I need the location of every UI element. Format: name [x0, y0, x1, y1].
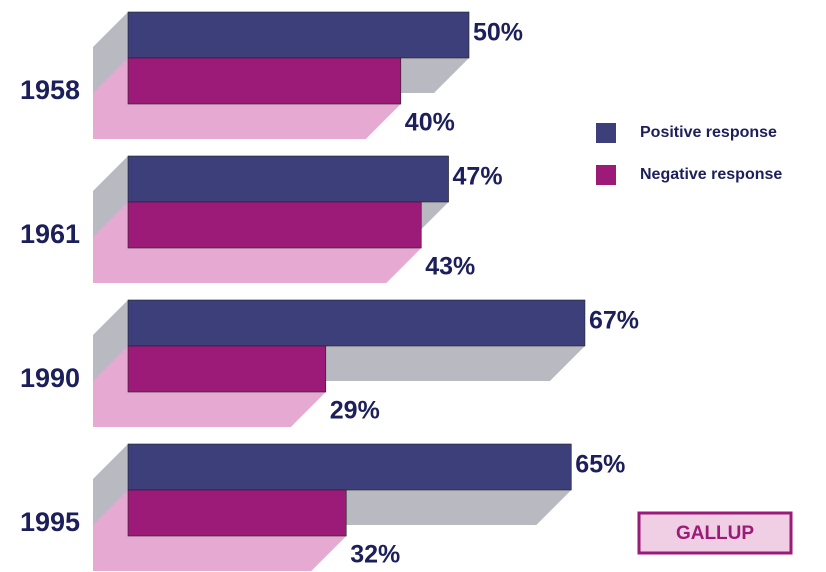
value-label: 47%: [453, 163, 503, 191]
legend-swatch: [596, 123, 616, 143]
source-box: [637, 511, 793, 555]
bar: [127, 155, 449, 203]
bar: [127, 11, 470, 59]
value-label: 65%: [575, 451, 625, 479]
bar: [127, 443, 572, 491]
value-label: 40%: [405, 109, 455, 137]
category-label: 1990: [20, 363, 80, 393]
value-label: 29%: [330, 397, 380, 425]
bar: [127, 345, 327, 393]
category-label: 1958: [20, 75, 80, 105]
source: GALLUP: [676, 523, 754, 544]
value-label: 50%: [473, 19, 523, 47]
category-label: 1961: [20, 219, 80, 249]
bar: [127, 201, 422, 249]
legend-label: Negative response: [640, 166, 782, 183]
value-label: 67%: [589, 307, 639, 335]
bar: [127, 57, 402, 105]
legend-swatch: [596, 165, 616, 185]
value-label: 32%: [350, 541, 400, 569]
bar: [127, 299, 586, 347]
legend-label: Positive response: [640, 124, 777, 141]
value-label: 43%: [425, 253, 475, 281]
category-label: 1995: [20, 507, 80, 537]
bar: [127, 489, 347, 537]
